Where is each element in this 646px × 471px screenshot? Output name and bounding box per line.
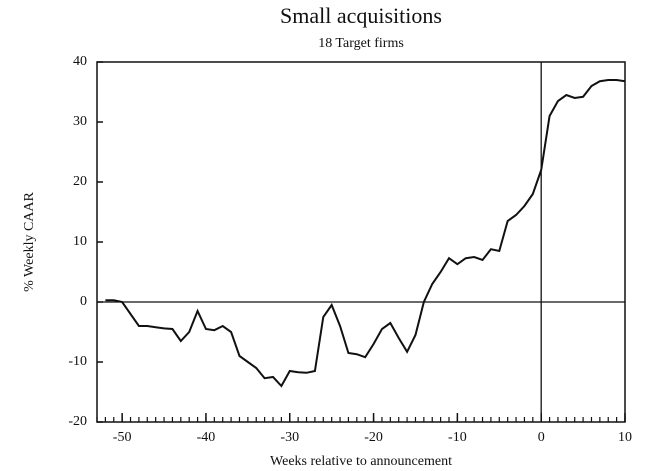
x-tick-label: -40 [197, 430, 216, 445]
y-tick-label: 40 [73, 54, 87, 69]
data-line [105, 79, 626, 388]
y-tick-label: -20 [68, 414, 87, 429]
x-tick-label: -20 [364, 430, 383, 445]
y-tick-label: 0 [80, 294, 87, 309]
y-tick-label: -10 [68, 354, 87, 369]
x-tick-label: -10 [448, 430, 467, 445]
x-tick-label: 10 [618, 430, 632, 445]
y-tick-label: 20 [73, 174, 87, 189]
plot-frame [96, 61, 626, 423]
x-tick-label: -50 [113, 430, 132, 445]
y-axis-label: % Weekly CAAR [22, 191, 37, 291]
y-tick-label: 10 [73, 234, 87, 249]
chart-subtitle: 18 Target firms [318, 36, 404, 51]
x-axis-label: Weeks relative to announcement [270, 454, 452, 469]
y-tick-label: 30 [73, 114, 87, 129]
chart-title: Small acquisitions [280, 3, 442, 28]
x-tick-label: -30 [280, 430, 299, 445]
x-tick-label: 0 [538, 430, 545, 445]
